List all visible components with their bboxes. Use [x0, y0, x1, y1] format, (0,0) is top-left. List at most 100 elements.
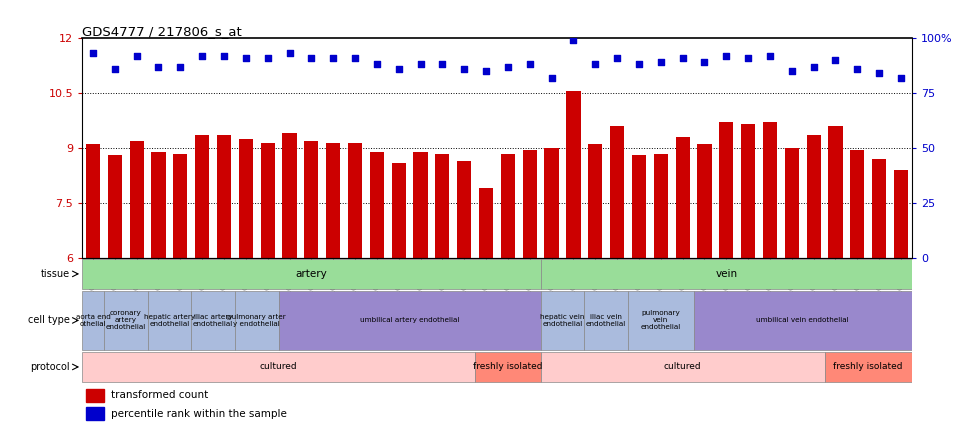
Bar: [283, 133, 296, 258]
Bar: [698, 144, 711, 258]
Bar: [741, 124, 756, 258]
Bar: [588, 144, 602, 258]
Text: freshly isolated: freshly isolated: [473, 363, 542, 371]
Bar: [104, 291, 148, 350]
Point: [107, 66, 123, 72]
Text: coronary
artery
endothelial: coronary artery endothelial: [105, 310, 146, 330]
Point: [216, 52, 232, 59]
Point: [522, 61, 538, 68]
Bar: [173, 154, 187, 258]
Bar: [479, 188, 493, 258]
Bar: [86, 389, 104, 402]
Point: [609, 55, 624, 61]
Bar: [850, 150, 865, 258]
Text: artery: artery: [295, 269, 327, 279]
Point: [871, 70, 887, 77]
Point: [347, 55, 363, 61]
Bar: [217, 135, 231, 258]
Text: cultured: cultured: [260, 363, 297, 371]
Point: [304, 55, 319, 61]
Point: [894, 74, 909, 81]
Point: [849, 66, 865, 72]
Point: [129, 52, 145, 59]
Bar: [457, 161, 471, 258]
Point: [740, 55, 756, 61]
Bar: [304, 141, 318, 258]
Text: iliac artery
endothelial: iliac artery endothelial: [193, 314, 234, 327]
Bar: [719, 122, 733, 258]
Point: [762, 52, 778, 59]
Point: [544, 74, 560, 81]
Bar: [501, 154, 515, 258]
Bar: [540, 259, 912, 289]
Bar: [82, 259, 540, 289]
Bar: [86, 407, 104, 420]
Bar: [824, 352, 912, 382]
Text: iliac vein
endothelial: iliac vein endothelial: [586, 314, 626, 327]
Point: [719, 52, 734, 59]
Point: [85, 50, 100, 57]
Bar: [544, 148, 559, 258]
Bar: [326, 143, 341, 258]
Bar: [894, 170, 908, 258]
Point: [151, 63, 166, 70]
Bar: [86, 144, 100, 258]
Text: aorta end
othelial: aorta end othelial: [75, 314, 110, 327]
Bar: [261, 143, 275, 258]
Bar: [828, 126, 842, 258]
Bar: [540, 291, 585, 350]
Point: [434, 61, 450, 68]
Bar: [413, 152, 427, 258]
Point: [391, 66, 406, 72]
Text: umbilical artery endothelial: umbilical artery endothelial: [360, 317, 459, 324]
Point: [173, 63, 188, 70]
Text: vein: vein: [715, 269, 737, 279]
Bar: [763, 122, 777, 258]
Text: pulmonary arter
y endothelial: pulmonary arter y endothelial: [228, 314, 286, 327]
Bar: [234, 291, 279, 350]
Text: hepatic artery
endothelial: hepatic artery endothelial: [144, 314, 195, 327]
Point: [282, 50, 297, 57]
Bar: [82, 352, 475, 382]
Bar: [694, 291, 912, 350]
Point: [325, 55, 341, 61]
Text: percentile rank within the sample: percentile rank within the sample: [111, 409, 287, 418]
Bar: [475, 352, 540, 382]
Bar: [566, 91, 581, 258]
Point: [697, 59, 712, 66]
Bar: [628, 291, 694, 350]
Bar: [540, 352, 824, 382]
Point: [631, 61, 647, 68]
Bar: [392, 163, 406, 258]
Text: cell type: cell type: [28, 316, 69, 325]
Bar: [872, 159, 886, 258]
Bar: [610, 126, 624, 258]
Bar: [807, 135, 821, 258]
Bar: [785, 148, 799, 258]
Text: GDS4777 / 217806_s_at: GDS4777 / 217806_s_at: [82, 25, 242, 38]
Text: pulmonary
vein
endothelial: pulmonary vein endothelial: [641, 310, 681, 330]
Point: [806, 63, 821, 70]
Text: hepatic vein
endothelial: hepatic vein endothelial: [540, 314, 585, 327]
Point: [370, 61, 385, 68]
Point: [565, 37, 581, 44]
Text: cultured: cultured: [664, 363, 702, 371]
Point: [653, 59, 669, 66]
Point: [260, 55, 275, 61]
Bar: [191, 291, 234, 350]
Point: [675, 55, 690, 61]
Bar: [82, 291, 104, 350]
Point: [238, 55, 254, 61]
Point: [588, 61, 603, 68]
Text: tissue: tissue: [41, 269, 69, 279]
Point: [413, 61, 428, 68]
Point: [828, 57, 843, 63]
Bar: [585, 291, 628, 350]
Text: protocol: protocol: [30, 362, 69, 372]
Point: [500, 63, 515, 70]
Point: [456, 66, 472, 72]
Text: transformed count: transformed count: [111, 390, 208, 401]
Bar: [238, 139, 253, 258]
Text: freshly isolated: freshly isolated: [834, 363, 903, 371]
Text: umbilical vein endothelial: umbilical vein endothelial: [757, 317, 849, 324]
